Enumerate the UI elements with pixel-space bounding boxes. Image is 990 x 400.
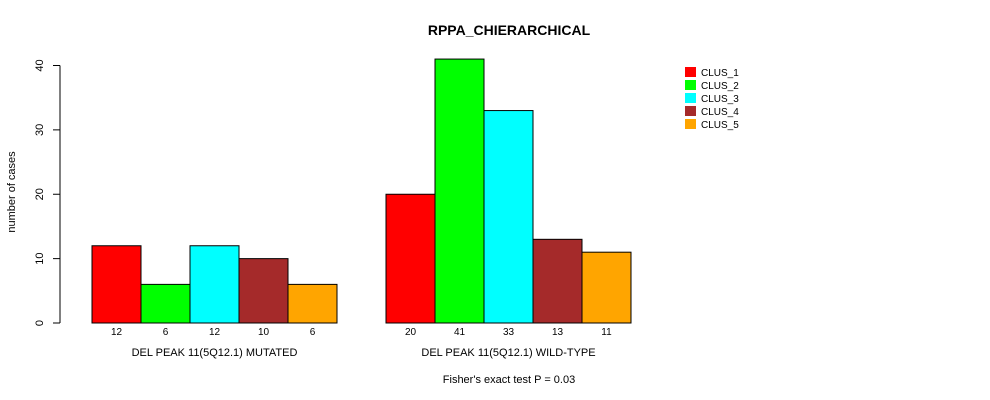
- bar-clus5-group1: [287, 283, 338, 324]
- legend-swatch: [685, 106, 696, 116]
- y-tick-label: 10: [34, 253, 46, 265]
- legend-swatch: [685, 119, 696, 129]
- legend-label: CLUS_1: [701, 68, 739, 79]
- bar-value-label: 13: [552, 327, 564, 338]
- bar-clus2-group1: [140, 283, 191, 324]
- bar-clus4-group1: [238, 258, 289, 324]
- bar-value-label: 12: [111, 327, 123, 338]
- bar-clus5-group2: [581, 251, 632, 324]
- group-label: DEL PEAK 11(5Q12.1) WILD-TYPE: [421, 347, 595, 359]
- bar-clus3-group1: [189, 245, 240, 324]
- legend-swatch: [685, 67, 696, 77]
- group-labels: DEL PEAK 11(5Q12.1) MUTATED DEL PEAK 11(5…: [132, 347, 596, 359]
- y-tick-label: 20: [34, 188, 46, 200]
- legend-swatch: [685, 93, 696, 103]
- bars: [91, 58, 632, 324]
- chart-title: RPPA_CHIERARCHICAL: [428, 22, 591, 38]
- y-tick-label: 40: [34, 59, 46, 71]
- bar-value-label: 33: [503, 327, 515, 338]
- bar-value-label: 10: [258, 327, 270, 338]
- y-tick-label: 0: [34, 320, 46, 326]
- bar-value-labels: 12 6 12 10 6 20 41 33 13 11: [111, 327, 612, 338]
- legend-label: CLUS_3: [701, 94, 739, 105]
- bar-value-label: 12: [209, 327, 221, 338]
- bar-clus4-group2: [532, 238, 583, 324]
- bar-value-label: 6: [310, 327, 316, 338]
- footnote: Fisher's exact test P = 0.03: [443, 374, 575, 386]
- legend-label: CLUS_2: [701, 81, 739, 92]
- bar-value-label: 41: [454, 327, 466, 338]
- legend: CLUS_1 CLUS_2 CLUS_3 CLUS_4 CLUS_5: [685, 67, 739, 131]
- legend-label: CLUS_4: [701, 107, 739, 118]
- bar-clus1-group2: [385, 193, 436, 324]
- legend-swatch: [685, 80, 696, 90]
- bar-value-label: 6: [163, 327, 169, 338]
- bar-clus3-group2: [483, 110, 534, 324]
- y-tick-label: 30: [34, 124, 46, 136]
- bar-value-label: 11: [601, 327, 612, 338]
- legend-label: CLUS_5: [701, 120, 739, 131]
- bar-clus2-group2: [434, 58, 485, 324]
- group-label: DEL PEAK 11(5Q12.1) MUTATED: [132, 347, 298, 359]
- bar-clus1-group1: [91, 245, 142, 324]
- y-axis-label: number of cases: [6, 151, 18, 233]
- y-axis: 0 10 20 30 40: [34, 59, 61, 326]
- bar-value-label: 20: [405, 327, 417, 338]
